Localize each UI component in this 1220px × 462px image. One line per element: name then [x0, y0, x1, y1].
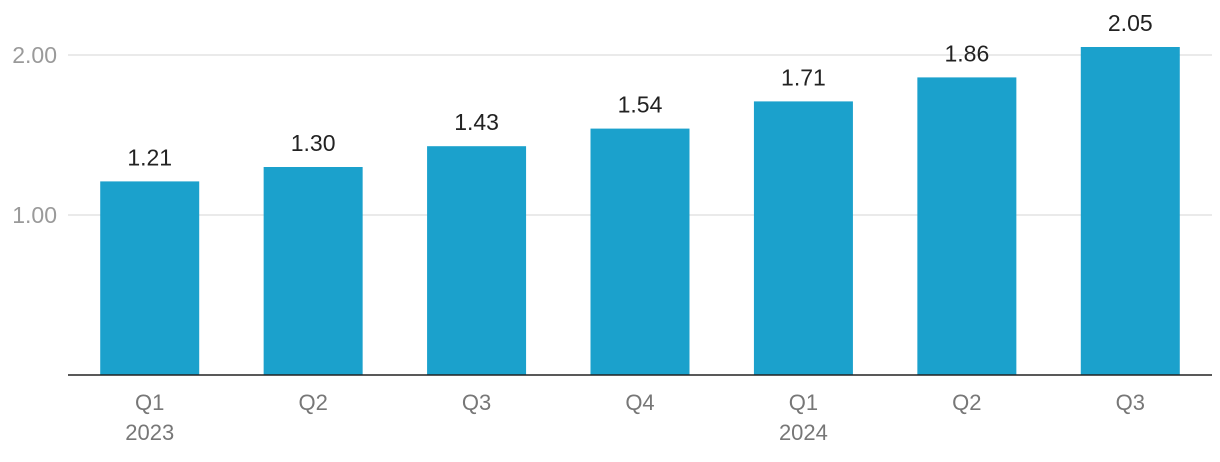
- x-tick-label: Q1: [135, 390, 164, 415]
- bars: [100, 47, 1180, 376]
- x-tick-label: Q2: [952, 390, 981, 415]
- bar: [1080, 47, 1180, 375]
- data-label: 1.86: [944, 40, 989, 66]
- data-label: 1.54: [618, 92, 663, 118]
- bar: [590, 128, 690, 375]
- y-tick-label: 2.00: [12, 42, 57, 68]
- bar: [753, 101, 853, 376]
- y-axis: 1.00 2.00: [12, 42, 57, 228]
- data-labels: 1.21 1.30 1.43 1.54 1.71 1.86 2.05: [127, 10, 1152, 170]
- data-label: 1.30: [291, 130, 336, 156]
- x-axis: Q1 Q2 Q3 Q4 Q1 Q2 Q3 2023 2024: [125, 390, 1145, 445]
- bar: [917, 77, 1017, 376]
- x-tick-label: Q3: [462, 390, 491, 415]
- x-group-label: 2024: [779, 420, 828, 445]
- x-group-label: 2023: [125, 420, 174, 445]
- data-label: 1.71: [781, 64, 826, 90]
- x-tick-label: Q1: [789, 390, 818, 415]
- data-label: 1.43: [454, 109, 499, 135]
- data-label: 2.05: [1108, 10, 1153, 36]
- x-tick-label: Q2: [298, 390, 327, 415]
- y-tick-label: 1.00: [12, 202, 57, 228]
- x-tick-label: Q3: [1116, 390, 1145, 415]
- bar: [427, 146, 527, 375]
- bar: [100, 181, 200, 375]
- x-tick-label: Q4: [625, 390, 654, 415]
- bar: [263, 167, 363, 375]
- data-label: 1.21: [127, 144, 172, 170]
